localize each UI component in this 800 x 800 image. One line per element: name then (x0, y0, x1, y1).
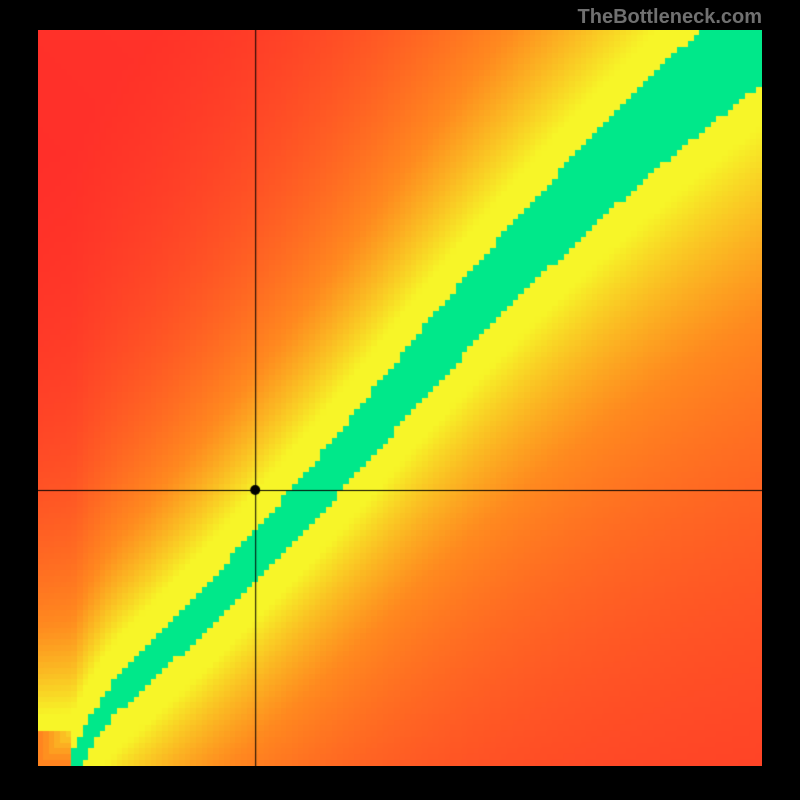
chart-container: TheBottleneck.com (0, 0, 800, 800)
bottleneck-heatmap (38, 30, 762, 766)
watermark-text: TheBottleneck.com (578, 6, 762, 29)
